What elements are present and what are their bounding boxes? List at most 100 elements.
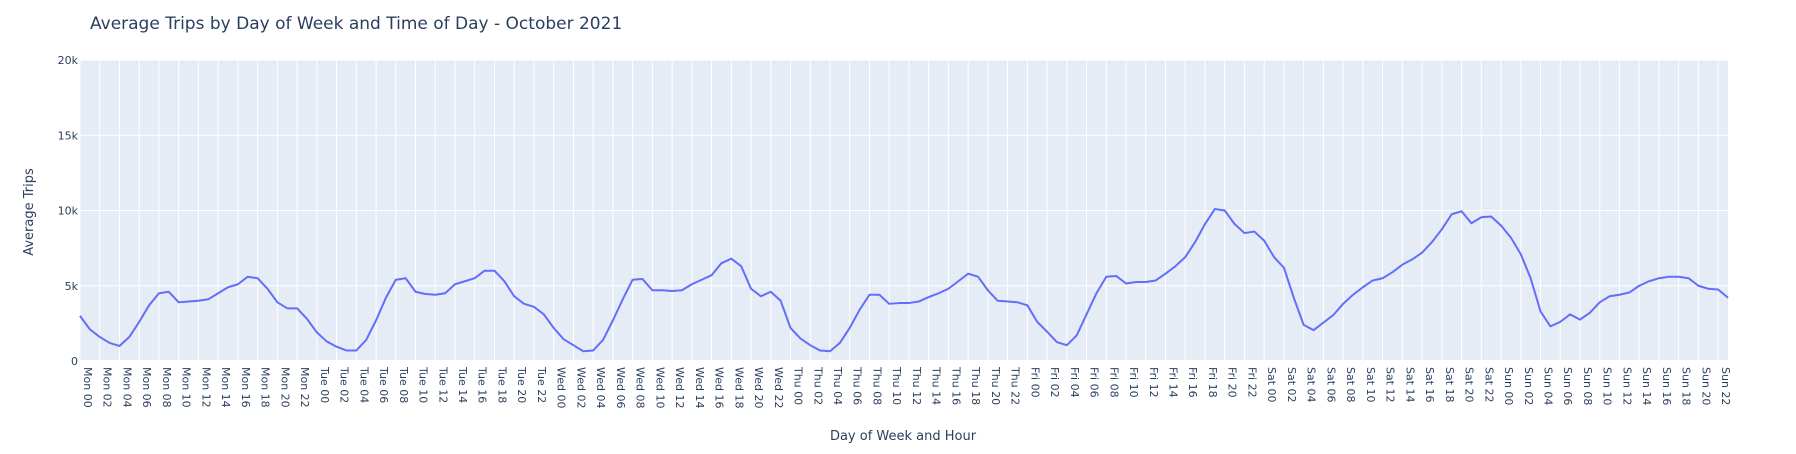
x-tick-label: Wed 06 (614, 367, 627, 408)
x-tick-label: Sun 16 (1660, 367, 1673, 405)
data-point (1242, 231, 1247, 236)
data-point (127, 334, 132, 339)
data-point (897, 301, 902, 306)
x-tick-label: Wed 16 (713, 367, 726, 408)
data-point (1281, 265, 1286, 270)
x-tick-label: Wed 04 (594, 367, 607, 408)
data-point (1074, 333, 1079, 338)
data-point (393, 277, 398, 282)
data-point (235, 282, 240, 287)
data-point (87, 327, 92, 332)
data-point (1291, 295, 1296, 300)
data-point (1587, 310, 1592, 315)
data-point (689, 282, 694, 287)
x-tick-label: Fri 20 (1226, 367, 1239, 398)
data-point (679, 288, 684, 293)
x-tick-label: Thu 08 (870, 366, 883, 405)
x-tick-label: Sat 06 (1324, 367, 1337, 403)
x-tick-label: Fri 06 (1088, 367, 1101, 398)
data-point (887, 301, 892, 306)
x-tick-label: Sun 12 (1620, 367, 1633, 405)
y-tick-label: 5k (65, 280, 79, 293)
x-tick-label: Thu 02 (811, 366, 824, 405)
x-tick-label: Tue 08 (397, 366, 410, 403)
data-point (1143, 279, 1148, 284)
data-point (1420, 250, 1425, 255)
data-point (1577, 317, 1582, 322)
data-point (423, 292, 428, 297)
data-point (1696, 283, 1701, 288)
x-tick-label: Thu 20 (989, 366, 1002, 405)
x-tick-label: Mon 14 (219, 367, 232, 408)
x-tick-label: Thu 06 (851, 366, 864, 405)
data-point (324, 339, 329, 344)
x-tick-label: Sun 20 (1699, 367, 1712, 405)
x-tick-label: Thu 18 (969, 366, 982, 405)
data-point (255, 276, 260, 281)
data-point (1341, 301, 1346, 306)
x-tick-label: Sun 04 (1542, 367, 1555, 405)
x-tick-label: Sun 00 (1502, 367, 1515, 405)
data-point (1133, 279, 1138, 284)
x-tick-label: Thu 14 (930, 366, 943, 405)
data-point (265, 286, 270, 291)
data-point (1479, 215, 1484, 220)
data-point (1015, 300, 1020, 305)
data-point (1173, 264, 1178, 269)
data-point (1686, 276, 1691, 281)
data-point (383, 295, 388, 300)
x-tick-label: Sun 10 (1601, 367, 1614, 405)
x-tick-label: Tue 10 (417, 366, 430, 403)
data-point (808, 343, 813, 348)
data-point (1193, 240, 1198, 245)
data-point (1212, 206, 1217, 211)
data-point (304, 316, 309, 321)
data-point (482, 268, 487, 273)
x-tick-label: Sun 08 (1581, 367, 1594, 405)
data-point (1183, 255, 1188, 260)
x-tick-label: Mon 18 (259, 367, 272, 408)
data-point (1005, 299, 1010, 304)
data-point (314, 330, 319, 335)
y-tick-label: 0 (71, 355, 78, 368)
x-tick-label: Sat 10 (1364, 367, 1377, 403)
x-tick-label: Tue 22 (535, 366, 548, 403)
data-point (867, 292, 872, 297)
data-point (729, 256, 734, 261)
data-point (1054, 340, 1059, 345)
data-point (413, 289, 418, 294)
data-point (818, 348, 823, 353)
data-point (670, 289, 675, 294)
data-point (1459, 209, 1464, 214)
data-point (1469, 221, 1474, 226)
x-tick-label: Sat 12 (1384, 367, 1397, 403)
data-point (1370, 278, 1375, 283)
x-tick-label: Mon 02 (101, 367, 114, 408)
data-point (739, 264, 744, 269)
data-point (956, 279, 961, 284)
y-tick-label: 20k (58, 54, 79, 67)
data-point (709, 273, 714, 278)
data-point (788, 325, 793, 330)
data-point (374, 318, 379, 323)
x-tick-label: Tue 18 (495, 366, 508, 403)
data-point (1232, 222, 1237, 227)
x-tick-label: Mon 06 (140, 367, 153, 408)
data-point (137, 319, 142, 324)
data-point (1163, 271, 1168, 276)
data-point (1331, 313, 1336, 318)
data-point (847, 325, 852, 330)
data-point (768, 289, 773, 294)
x-tick-label: Tue 04 (357, 366, 370, 403)
x-tick-label: Thu 16 (949, 366, 962, 405)
data-point (1706, 286, 1711, 291)
data-point (344, 348, 349, 353)
x-tick-label: Wed 12 (673, 367, 686, 408)
data-point (1390, 270, 1395, 275)
x-tick-label: Wed 08 (634, 367, 647, 408)
x-tick-label: Tue 00 (318, 366, 331, 403)
data-point (1676, 274, 1681, 279)
x-tick-label: Tue 16 (476, 366, 489, 403)
data-point (166, 289, 171, 294)
data-point (403, 276, 408, 281)
